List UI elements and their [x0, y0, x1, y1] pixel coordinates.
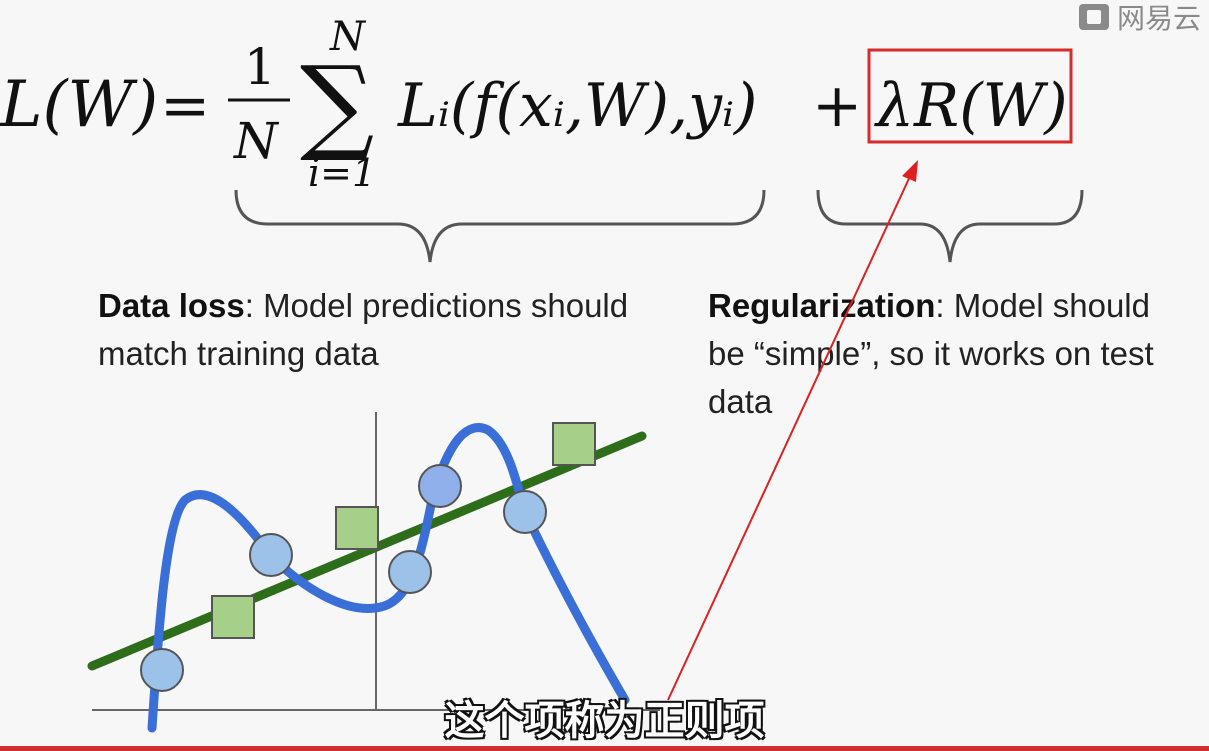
circle-point — [249, 533, 293, 577]
data-loss-caption: Data loss: Model predictions should matc… — [98, 282, 658, 378]
summation-sign: ∑ — [300, 43, 374, 165]
square-point — [552, 422, 596, 466]
formula-regularization-term: λR(W) — [874, 71, 1068, 141]
regularization-caption: Regularization: Model should be “simple”… — [708, 282, 1168, 426]
sum-lower-limit: i=1 — [308, 151, 376, 195]
watermark-text: 网易云 — [1116, 2, 1201, 35]
formula-data-term: Lᵢ(f(xᵢ,W),yᵢ) — [397, 71, 757, 141]
watermark: 网易云 — [1078, 0, 1201, 35]
netease-logo-icon — [1078, 4, 1109, 30]
data-loss-brace — [234, 189, 766, 263]
data-loss-title: Data loss — [98, 287, 245, 324]
square-point — [211, 595, 255, 639]
regularization-title: Regularization — [708, 287, 936, 324]
data-loss-text: : Model predictions should match trainin… — [98, 287, 629, 372]
loss-formula: L(W) = 1 N N ∑ i=1 Lᵢ(f(xᵢ,W),yᵢ) + λR(W… — [0, 14, 1084, 263]
square-point — [335, 506, 379, 550]
regularization-highlight-box — [867, 48, 1073, 144]
formula-plus: + — [812, 71, 862, 141]
circle-point — [418, 464, 462, 508]
regularization-brace — [816, 189, 1084, 263]
progress-bar — [0, 746, 1209, 751]
circle-point — [140, 648, 184, 692]
formula-fraction-numerator: 1 — [244, 38, 276, 96]
sum-upper-limit: N — [329, 14, 367, 60]
circle-point — [503, 490, 547, 534]
formula-equals: = — [160, 71, 210, 141]
regularization-text: : Model should be “simple”, so it works … — [708, 287, 1154, 420]
annotation-arrowhead-icon — [902, 160, 918, 182]
formula-lhs: L(W) — [0, 68, 158, 142]
video-subtitle: 这个项称为正则项 — [444, 697, 766, 745]
linear-fit-line — [87, 431, 647, 671]
circle-point — [388, 550, 432, 594]
formula-fraction-denominator: N — [233, 112, 280, 170]
annotation-arrow — [667, 171, 913, 701]
